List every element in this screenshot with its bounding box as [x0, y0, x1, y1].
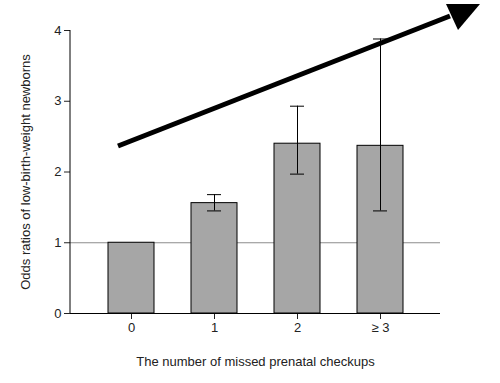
svg-text:1: 1 [54, 235, 61, 250]
svg-text:Odds ratios of low-birth-weigh: Odds ratios of low-birth-weight newborns [18, 54, 33, 290]
svg-text:The number of missed prenatal: The number of missed prenatal checkups [136, 354, 375, 369]
svg-text:0: 0 [54, 306, 61, 321]
svg-text:0: 0 [128, 320, 135, 335]
svg-text:1: 1 [211, 320, 218, 335]
svg-text:3: 3 [54, 93, 61, 108]
svg-text:2: 2 [294, 320, 301, 335]
svg-text:4: 4 [54, 23, 61, 38]
svg-text:2: 2 [54, 164, 61, 179]
svg-text:≥ 3: ≥ 3 [372, 320, 390, 335]
